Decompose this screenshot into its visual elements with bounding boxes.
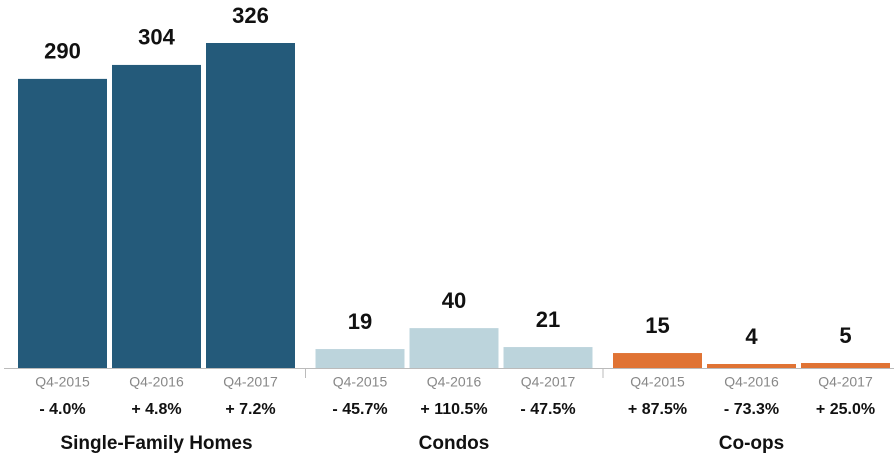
value-label: 40	[442, 288, 466, 313]
bar	[112, 64, 201, 368]
group-label: Condos	[419, 433, 490, 454]
bar	[315, 349, 405, 368]
change-label: + 25.0%	[816, 401, 875, 418]
bar	[206, 43, 295, 368]
category-label: Q4-2016	[427, 374, 482, 390]
value-label: 326	[232, 3, 269, 28]
value-label: 4	[745, 324, 758, 349]
category-label: Q4-2015	[630, 374, 685, 390]
category-label: Q4-2017	[521, 374, 576, 390]
bar	[707, 364, 796, 368]
change-label: - 45.7%	[332, 401, 387, 418]
bar	[409, 328, 499, 368]
category-label: Q4-2017	[223, 374, 278, 390]
category-label: Q4-2016	[724, 374, 779, 390]
bar	[503, 347, 593, 368]
value-label: 290	[44, 39, 81, 64]
bar	[613, 353, 702, 368]
change-label: - 4.0%	[39, 401, 85, 418]
change-label: + 7.2%	[225, 401, 275, 418]
change-label: - 47.5%	[520, 401, 575, 418]
change-label: + 110.5%	[420, 401, 487, 418]
category-label: Q4-2015	[333, 374, 388, 390]
group-label: Single-Family Homes	[60, 433, 252, 454]
value-label: 5	[839, 323, 851, 348]
change-label: - 73.3%	[724, 401, 779, 418]
change-label: + 4.8%	[131, 401, 181, 418]
category-label: Q4-2016	[129, 374, 184, 390]
category-label: Q4-2017	[818, 374, 873, 390]
category-label: Q4-2015	[35, 374, 90, 390]
bar	[801, 363, 890, 368]
bar	[18, 78, 107, 368]
group-label: Co-ops	[719, 433, 784, 454]
change-label: + 87.5%	[628, 401, 687, 418]
value-label: 304	[138, 25, 175, 50]
value-label: 19	[348, 309, 372, 334]
value-label: 15	[645, 313, 669, 338]
value-label: 21	[536, 307, 560, 332]
